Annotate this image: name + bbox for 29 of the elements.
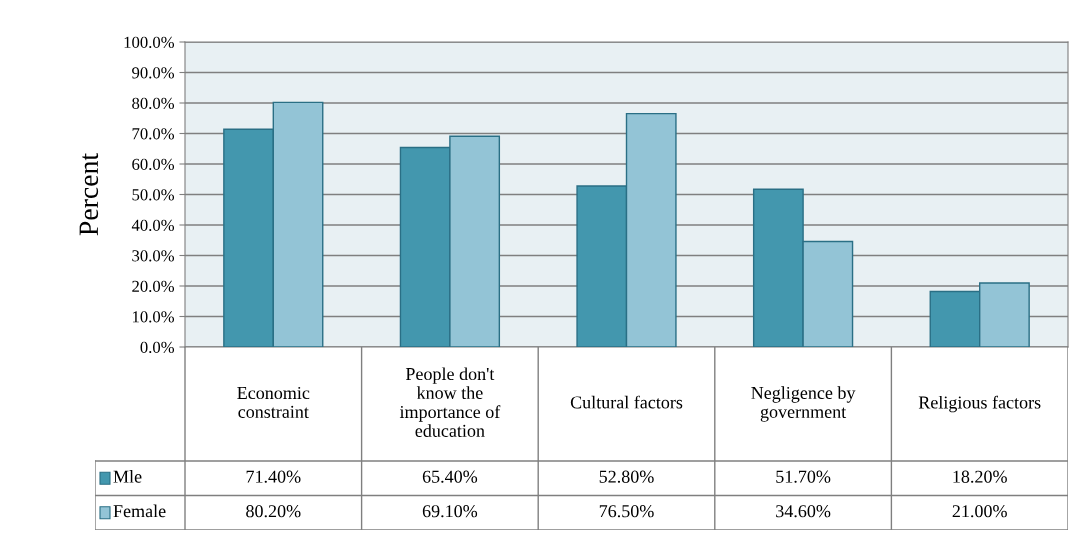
data-label: 18.20% — [953, 470, 1007, 483]
legend-label: Mle — [113, 470, 142, 483]
y-axis-title: Percent — [79, 153, 99, 236]
y-tick-label: 100.0% — [124, 36, 175, 49]
y-tick-label: 20.0% — [132, 280, 175, 293]
data-label: 52.80% — [599, 470, 654, 483]
data-label: 76.50% — [599, 505, 654, 518]
x-tick-label: Religious factors — [918, 395, 1041, 413]
y-tick-label: 90.0% — [132, 67, 175, 79]
y-tick-label: 10.0% — [133, 311, 175, 323]
data-label: 65.40% — [422, 470, 478, 483]
x-tick-label: Economic constraint — [237, 386, 310, 418]
data-label: 71.40% — [246, 470, 301, 483]
data-label: 80.20% — [246, 505, 301, 518]
data-label: 51.70% — [776, 470, 831, 483]
data-label: 21.00% — [952, 505, 1007, 518]
y-tick-label: 50.0% — [132, 189, 175, 201]
x-tick-label: Cultural factors — [570, 395, 683, 409]
x-tick-label: Negligence by government — [751, 386, 856, 422]
y-tick-label: 70.0% — [132, 128, 175, 140]
y-tick-label: 40.0% — [131, 219, 175, 232]
y-tick-label: 30.0% — [132, 250, 175, 262]
y-tick-label: 60.0% — [132, 158, 175, 171]
y-tick-label: 0.0% — [140, 341, 175, 354]
data-label: 69.10% — [422, 505, 478, 518]
legend-label: Female — [113, 504, 166, 518]
data-label: 34.60% — [776, 505, 831, 518]
y-tick-label: 80.0% — [132, 97, 175, 110]
x-tick-label: People don't know the importance of education — [399, 367, 501, 437]
